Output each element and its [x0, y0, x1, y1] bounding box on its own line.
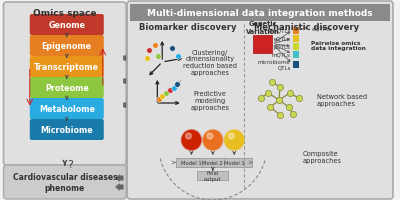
Bar: [293, 35, 300, 42]
Bar: [293, 61, 300, 68]
Text: Network based
approaches: Network based approaches: [317, 94, 367, 107]
Text: Omics space: Omics space: [33, 9, 96, 18]
FancyBboxPatch shape: [4, 165, 126, 199]
Circle shape: [181, 130, 202, 151]
Circle shape: [182, 131, 201, 150]
Text: Transcriptome: Transcriptome: [34, 63, 99, 72]
FancyArrow shape: [116, 184, 123, 191]
Bar: [293, 43, 300, 50]
Text: Composite
approaches: Composite approaches: [302, 151, 342, 164]
Circle shape: [186, 133, 192, 139]
FancyBboxPatch shape: [30, 36, 104, 57]
Circle shape: [225, 131, 244, 150]
FancyBboxPatch shape: [30, 57, 104, 78]
Text: Genome: Genome: [48, 21, 85, 30]
FancyBboxPatch shape: [127, 2, 393, 199]
Bar: [197, 171, 228, 180]
FancyArrow shape: [123, 102, 131, 109]
FancyArrow shape: [116, 175, 123, 182]
Bar: [176, 158, 252, 167]
Text: Final
output: Final output: [204, 170, 222, 181]
FancyBboxPatch shape: [30, 15, 104, 36]
Text: Cardiovascular diseases
phenome: Cardiovascular diseases phenome: [12, 172, 117, 192]
Text: pQTLs: pQTLs: [274, 44, 291, 49]
Text: Clustering/
dimensionality
reduction based
approaches: Clustering/ dimensionality reduction bas…: [183, 49, 237, 76]
Text: Model 2: Model 2: [202, 160, 223, 165]
Circle shape: [204, 131, 222, 150]
Circle shape: [203, 130, 223, 151]
FancyBboxPatch shape: [4, 3, 126, 165]
Circle shape: [207, 133, 213, 139]
Text: meQTLs: meQTLs: [268, 28, 291, 33]
Bar: [130, 5, 390, 22]
Text: eQTLs: eQTLs: [274, 36, 291, 41]
Text: Model 1: Model 1: [181, 160, 202, 165]
Bar: [293, 27, 300, 34]
Text: Model 3: Model 3: [224, 160, 244, 165]
Text: ?: ?: [67, 160, 73, 170]
FancyBboxPatch shape: [30, 78, 104, 99]
Text: Biomarker discovery: Biomarker discovery: [138, 22, 236, 31]
Circle shape: [228, 133, 234, 139]
Text: eQTMs: eQTMs: [311, 26, 331, 31]
Text: Mechanistic discovery: Mechanistic discovery: [254, 22, 360, 31]
FancyArrow shape: [123, 55, 131, 62]
Text: Proteome: Proteome: [45, 84, 89, 93]
FancyBboxPatch shape: [30, 119, 104, 140]
Text: Predictive
modeling
approaches: Predictive modeling approaches: [190, 91, 230, 110]
Text: mQTLs: mQTLs: [272, 52, 291, 57]
Text: Microbiome: Microbiome: [40, 125, 93, 134]
FancyBboxPatch shape: [30, 99, 104, 119]
Text: Pairwise omics
data integration: Pairwise omics data integration: [311, 40, 366, 51]
FancyArrow shape: [123, 78, 131, 85]
Text: Genetic
Variation: Genetic Variation: [246, 21, 279, 34]
Bar: [253, 36, 272, 54]
Text: Multi-dimensional data integration methods: Multi-dimensional data integration metho…: [147, 9, 373, 18]
Text: Epigenome: Epigenome: [42, 42, 92, 51]
Circle shape: [224, 130, 244, 151]
Text: microbiome
QTLs: microbiome QTLs: [258, 59, 291, 70]
Bar: [293, 51, 300, 58]
Text: Metabolome: Metabolome: [39, 104, 95, 113]
